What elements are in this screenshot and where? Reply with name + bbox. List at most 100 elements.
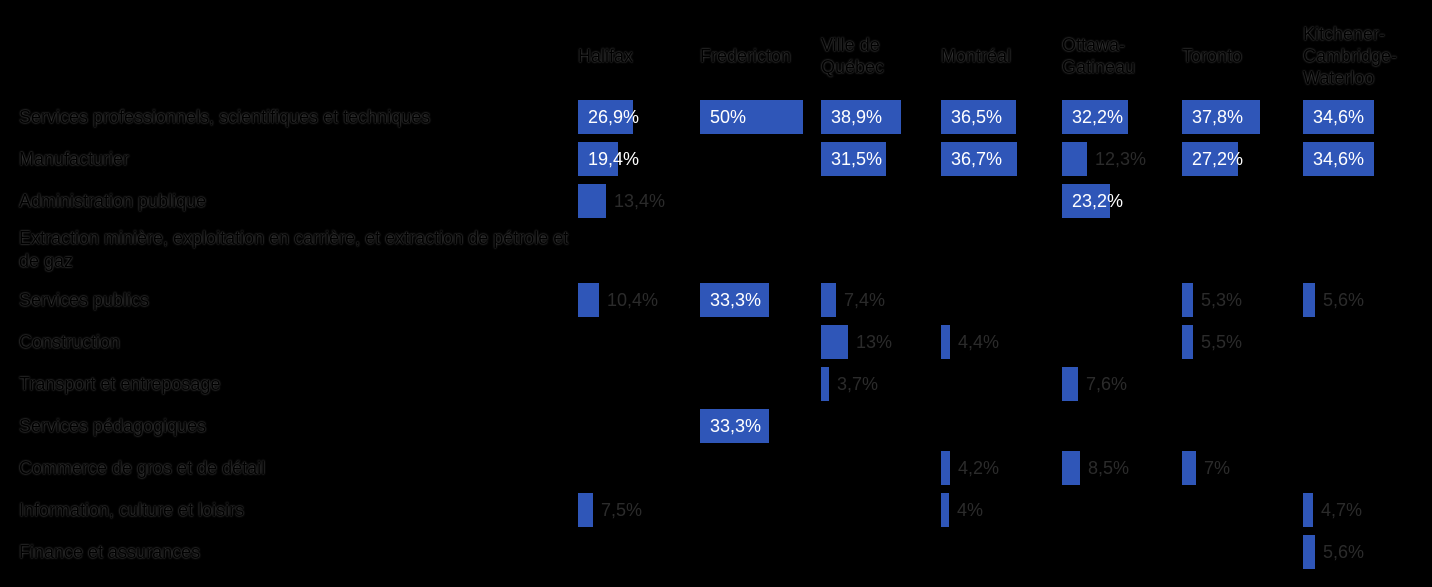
data-label: 4,7% xyxy=(1321,500,1363,520)
data-bar xyxy=(1303,535,1315,569)
data-bar xyxy=(821,367,829,401)
data-label: 3,7% xyxy=(837,374,879,394)
data-bar xyxy=(821,325,848,359)
data-bar xyxy=(1062,142,1087,176)
data-bar xyxy=(1062,367,1078,401)
data-bar xyxy=(700,283,769,317)
data-bar xyxy=(700,100,803,134)
row-label: Commerce de gros et de détail xyxy=(19,451,579,485)
row-label-text: Extraction minière, exploitation en carr… xyxy=(19,228,569,271)
data-bar xyxy=(578,283,599,317)
column-header-line: Fredericton xyxy=(700,46,792,66)
data-label: 7,6% xyxy=(1086,374,1128,394)
data-label: 4% xyxy=(957,500,984,520)
column-header: Toronto xyxy=(1182,18,1300,94)
data-label: 5,5% xyxy=(1201,332,1243,352)
data-bar xyxy=(941,493,949,527)
row-label: Manufacturier xyxy=(19,142,579,176)
column-header-line: Kitchener- xyxy=(1303,24,1386,44)
data-bar xyxy=(821,142,886,176)
data-bar xyxy=(1062,184,1110,218)
row-label: Services professionnels, scientifiques e… xyxy=(19,100,579,134)
data-bar xyxy=(1062,100,1128,134)
data-label: 4,2% xyxy=(958,458,1000,478)
data-bar xyxy=(1303,100,1374,134)
data-label: 8,5% xyxy=(1088,458,1130,478)
column-header: Ottawa- Gatineau xyxy=(1062,18,1180,94)
data-label: 33,3% xyxy=(710,290,762,310)
column-header: Ville de Québec xyxy=(821,18,939,94)
data-label: 38,9% xyxy=(831,107,883,127)
data-bar xyxy=(1182,451,1196,485)
data-label: 36,5% xyxy=(951,107,1003,127)
column-header: Montréal xyxy=(941,18,1059,94)
column-header-line: Montréal xyxy=(941,46,1012,66)
row-label-text: Manufacturier xyxy=(19,148,130,169)
row-label-text: Services professionnels, scientifiques e… xyxy=(19,106,431,127)
data-label: 7% xyxy=(1204,458,1231,478)
data-bar xyxy=(821,100,901,134)
row-label-text: Information, culture et loisirs xyxy=(19,499,245,520)
row-label-text: Administration publique xyxy=(19,190,207,211)
data-label: 27,2% xyxy=(1192,149,1244,169)
data-bar xyxy=(578,100,633,134)
column-header: Fredericton xyxy=(700,18,818,94)
data-bar xyxy=(1182,283,1193,317)
row-label: Administration publique xyxy=(19,184,579,218)
row-label-text: Transport et entreposage xyxy=(19,373,221,394)
data-bar xyxy=(1062,451,1080,485)
data-label: 5,6% xyxy=(1323,542,1365,562)
data-bar xyxy=(821,283,836,317)
data-bar xyxy=(1303,283,1315,317)
data-label: 26,9% xyxy=(588,107,640,127)
data-label: 37,8% xyxy=(1192,107,1244,127)
data-label: 50% xyxy=(710,107,747,127)
data-label: 7,5% xyxy=(601,500,643,520)
row-label-text: Services pédagogiques xyxy=(19,415,207,436)
data-label: 34,6% xyxy=(1313,107,1365,127)
row-label: Transport et entreposage xyxy=(19,367,579,401)
column-header-line: Ville de xyxy=(821,35,880,55)
data-label: 10,4% xyxy=(607,290,659,310)
row-label-text: Services publics xyxy=(19,289,150,310)
data-label: 23,2% xyxy=(1072,191,1124,211)
data-bar xyxy=(700,409,769,443)
data-label: 33,3% xyxy=(710,416,762,436)
row-label: Construction xyxy=(19,325,579,359)
row-label: Services pédagogiques xyxy=(19,409,579,443)
row-label: Services publics xyxy=(19,283,579,317)
data-bar xyxy=(1303,142,1374,176)
row-label-text: Finance et assurances xyxy=(19,541,201,562)
row-label: Finance et assurances xyxy=(19,535,579,569)
data-label: 19,4% xyxy=(588,149,640,169)
data-bar xyxy=(1182,100,1260,134)
column-header-line: Ottawa- xyxy=(1062,35,1126,55)
column-header: Kitchener- Cambridge- Waterloo xyxy=(1303,18,1421,94)
column-header-line: Cambridge- xyxy=(1303,46,1398,66)
data-label: 32,2% xyxy=(1072,107,1124,127)
data-bar xyxy=(1182,142,1238,176)
row-label: Extraction minière, exploitation en carr… xyxy=(19,226,579,274)
row-label-text: Construction xyxy=(19,331,121,352)
data-label: 13% xyxy=(856,332,893,352)
data-label: 13,4% xyxy=(614,191,666,211)
data-bar xyxy=(941,451,950,485)
column-header-line: Waterloo xyxy=(1303,68,1375,88)
data-label: 34,6% xyxy=(1313,149,1365,169)
data-bar xyxy=(941,142,1017,176)
data-label: 31,5% xyxy=(831,149,883,169)
data-bar xyxy=(578,142,618,176)
column-header: Halifax xyxy=(578,18,696,94)
data-label: 12,3% xyxy=(1095,149,1147,169)
data-bar xyxy=(1303,493,1313,527)
data-label: 4,4% xyxy=(958,332,1000,352)
data-label: 7,4% xyxy=(844,290,886,310)
column-header-line: Gatineau xyxy=(1062,57,1136,77)
data-label: 5,6% xyxy=(1323,290,1365,310)
data-bar xyxy=(1182,325,1193,359)
data-bar xyxy=(941,100,1016,134)
data-bar xyxy=(578,493,593,527)
row-label: Information, culture et loisirs xyxy=(19,493,579,527)
column-header-line: Halifax xyxy=(578,46,634,66)
